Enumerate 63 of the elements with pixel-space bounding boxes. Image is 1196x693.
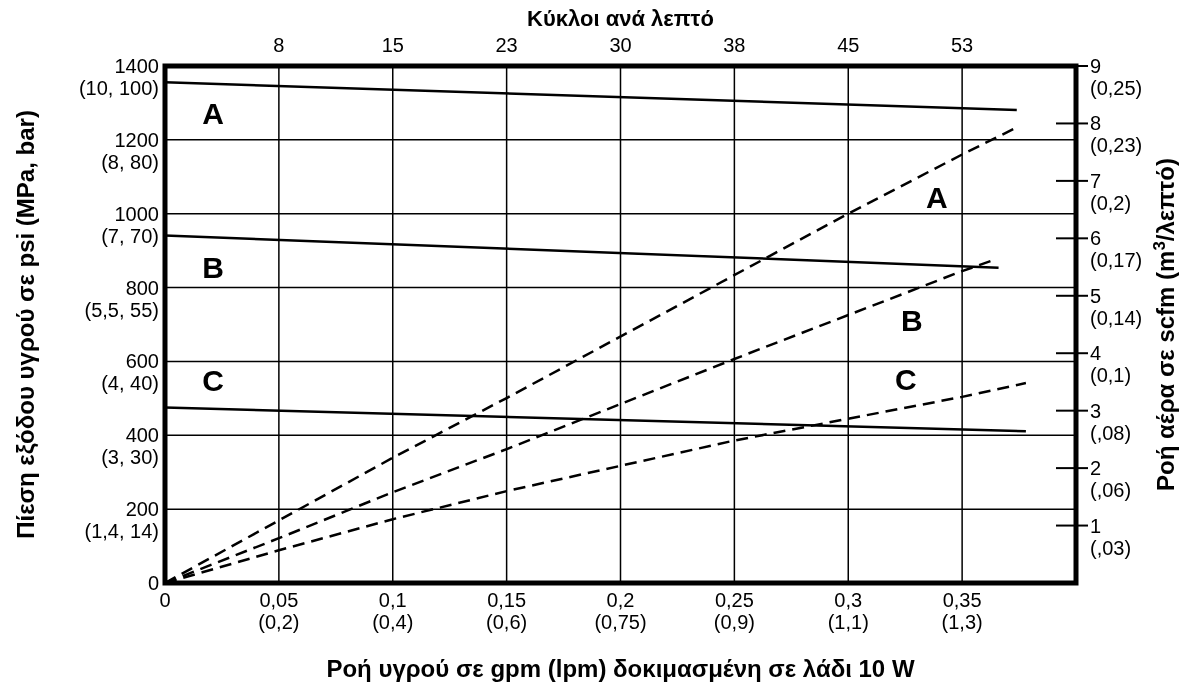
text: (3, 30) xyxy=(101,446,159,469)
text: (0,23) xyxy=(1090,134,1143,157)
y2-tick-label: 5 xyxy=(1090,284,1102,307)
text: (1,1) xyxy=(827,611,869,633)
y2-tick-label: 4 xyxy=(1090,342,1102,365)
x-tick-label: 0,25 xyxy=(714,589,754,611)
text: (0,9) xyxy=(713,611,755,633)
y-tick-label: 400 xyxy=(125,424,159,447)
text: (1,4, 14) xyxy=(84,520,159,543)
text: (0,14) xyxy=(1090,306,1143,329)
text: (,08) xyxy=(1090,421,1132,444)
x2-tick-label: 23 xyxy=(495,34,518,56)
x2-tick-label: 38 xyxy=(723,34,746,56)
series-label: B xyxy=(202,250,224,284)
text: (0,6) xyxy=(486,611,528,633)
x-tick-label: 0,35 xyxy=(942,589,982,611)
y2-tick-label: 2 xyxy=(1090,457,1102,480)
x2-tick-label: 15 xyxy=(381,34,404,56)
x-tick-label: 0,3 xyxy=(834,589,863,611)
text: (0,2) xyxy=(258,611,300,633)
y-tick-label: 1400 xyxy=(114,55,159,77)
y-tick-label: 1000 xyxy=(114,202,159,225)
x-tick-label: 0,05 xyxy=(259,589,299,611)
x-tick-label: 0,2 xyxy=(606,589,635,611)
series-label: C xyxy=(202,364,224,398)
text: (0,1) xyxy=(1090,364,1132,387)
text: (4, 40) xyxy=(101,372,159,395)
text: (0,4) xyxy=(372,611,414,633)
x2-tick-label: 30 xyxy=(609,34,632,56)
x-tick-label: 0,15 xyxy=(487,589,527,611)
y-tick-label: 0 xyxy=(147,572,159,594)
text: (5,5, 55) xyxy=(84,298,159,321)
series-label: A xyxy=(925,181,948,215)
text: (0,75) xyxy=(594,611,647,633)
text: (8, 80) xyxy=(101,150,159,173)
series-label: A xyxy=(202,97,224,131)
y2-tick-label: 6 xyxy=(1090,227,1102,250)
y2-tick-label: 8 xyxy=(1090,112,1102,135)
y-tick-label: 600 xyxy=(125,350,159,373)
text: (,03) xyxy=(1090,536,1132,559)
text: (7, 70) xyxy=(101,224,159,247)
y2-tick-label: 1 xyxy=(1090,514,1102,537)
x2-tick-label: 45 xyxy=(837,34,860,56)
x-tick-label: 0,1 xyxy=(378,589,407,611)
text: (,06) xyxy=(1090,479,1132,502)
x2-tick-label: 53 xyxy=(951,34,974,56)
text: (0,2) xyxy=(1090,191,1132,214)
text: (0,17) xyxy=(1090,249,1143,272)
x2-tick-label: 8 xyxy=(273,34,285,56)
y-tick-label: 800 xyxy=(125,276,159,299)
y-tick-label: 200 xyxy=(125,498,159,521)
series-label: C xyxy=(895,363,917,397)
x2-axis-title: Κύκλοι ανά λεπτό xyxy=(527,6,714,31)
x-axis-title: Ροή υγρού σε gpm (lpm) δοκιμασμένη σε λάδι 10 W xyxy=(326,655,915,682)
text: (10, 100) xyxy=(78,77,159,99)
y2-tick-label: 3 xyxy=(1090,399,1102,422)
y2-tick-label: 7 xyxy=(1090,169,1102,192)
y-tick-label: 1200 xyxy=(114,128,159,151)
text: (0,25) xyxy=(1090,77,1143,99)
y2-tick-label: 9 xyxy=(1090,55,1102,77)
series-label: B xyxy=(900,304,923,338)
text: (1,3) xyxy=(941,611,983,633)
y-axis-title: Πίεση εξόδου υγρού σε psi (MPa, bar) xyxy=(12,110,39,539)
